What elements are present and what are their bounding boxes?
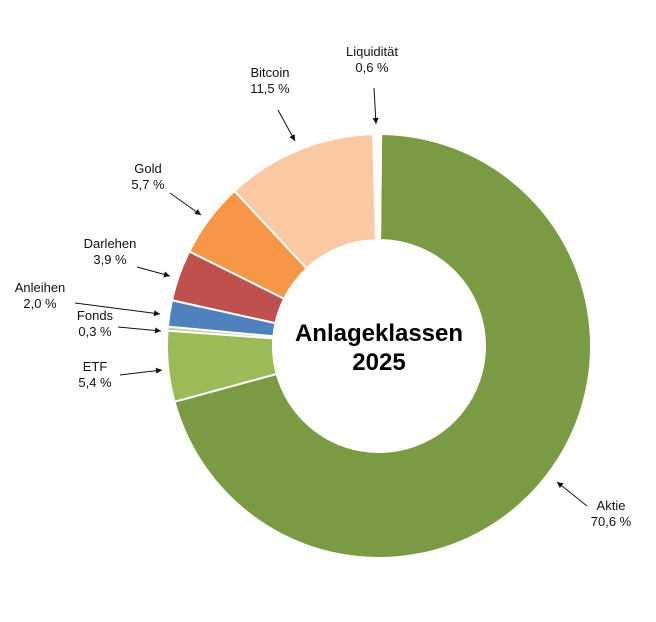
slice-label-gold: Gold [134, 161, 161, 176]
slice-value-darlehen: 3,9 % [93, 252, 127, 267]
leader-arrowhead-darlehen [163, 271, 170, 278]
center-title-line-1: Anlageklassen [295, 320, 463, 347]
donut-slices [166, 132, 592, 559]
slice-value-fonds: 0,3 % [78, 324, 112, 339]
leader-line-gold [169, 192, 202, 216]
slice-label-anleihen: Anleihen [15, 280, 66, 295]
slice-label-etf: ETF [83, 359, 108, 374]
center-title-line-2: 2025 [352, 349, 405, 376]
slice-value-bitcoin: 11,5 % [250, 81, 290, 96]
slice-value-gold: 5,7 % [131, 177, 165, 192]
leader-line-liquiditat [373, 87, 377, 125]
leader-line-etf [119, 369, 163, 376]
slice-label-liquiditat: Liquidität [346, 44, 398, 59]
leader-line-anleihen [74, 302, 161, 315]
slice-label-darlehen: Darlehen [84, 236, 137, 251]
leader-line-aktie [556, 481, 588, 507]
slice-liquiditat [372, 133, 383, 242]
label-leader-lines [74, 87, 588, 507]
slice-value-aktie: 70,6 % [591, 514, 632, 529]
slice-label-aktie: Aktie [597, 498, 626, 513]
leader-arrowhead-etf [155, 367, 162, 374]
leader-arrowhead-liquiditat [372, 117, 379, 124]
slice-aktie [173, 132, 592, 559]
slice-value-anleihen: 2,0 % [23, 296, 57, 311]
leader-line-fonds [117, 326, 162, 332]
leader-arrowhead-gold [194, 209, 201, 215]
leader-arrowhead-bitcoin [289, 134, 295, 141]
leader-arrowhead-anleihen [153, 310, 160, 317]
slice-label-bitcoin: Bitcoin [250, 65, 289, 80]
slice-value-etf: 5,4 % [78, 375, 112, 390]
leader-arrowhead-fonds [154, 327, 161, 334]
leader-arrowhead-aktie [557, 482, 564, 489]
slice-label-fonds: Fonds [77, 308, 114, 323]
slice-value-liquiditat: 0,6 % [355, 60, 389, 75]
